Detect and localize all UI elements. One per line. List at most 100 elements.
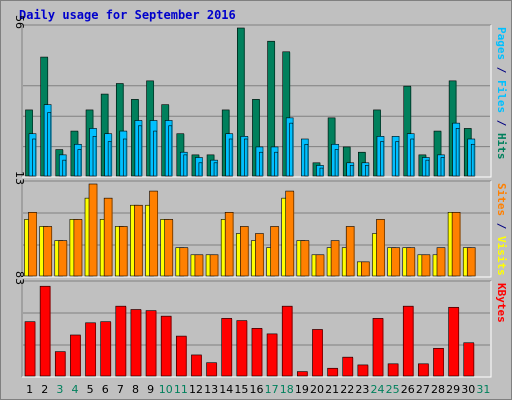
legend-entry-visits: Visits (495, 236, 508, 276)
bar-sites-day-12 (194, 254, 204, 277)
kbytes-y-max-label: 83 (13, 271, 26, 285)
bar-kbytes-day-9 (145, 310, 157, 377)
bar-kbytes-day-30 (463, 342, 475, 377)
x-tick-label-day-22: 22 (340, 383, 354, 396)
bar-kbytes-day-19 (297, 371, 308, 377)
bar-sites-day-30 (466, 247, 476, 277)
bar-kbytes-day-13 (206, 362, 217, 377)
bar-sites-day-20 (315, 254, 325, 277)
bar-sites-day-19 (300, 240, 310, 277)
bar-sites-day-25 (391, 247, 400, 277)
bar-sites-day-22 (345, 226, 355, 277)
bar-kbytes-day-1 (24, 321, 36, 377)
x-tick-label-day-24: 24 (371, 383, 385, 396)
bar-sites-day-23 (361, 261, 370, 277)
bar-kbytes-day-2 (39, 285, 51, 377)
bar-kbytes-day-3 (54, 351, 66, 377)
x-tick-label-day-23: 23 (355, 383, 369, 396)
legend-entry-sites: Sites (495, 183, 508, 216)
x-tick-label-day-14: 14 (219, 383, 233, 396)
x-tick-label-day-7: 7 (117, 383, 124, 396)
hits-files-pages-y-max-label: 56 (13, 15, 26, 29)
bar-sites-day-7 (118, 226, 128, 277)
bar-kbytes-day-29 (448, 306, 459, 377)
x-tick-label-day-29: 29 (446, 383, 460, 396)
bar-sites-day-1 (28, 212, 37, 277)
x-tick-label-day-11: 11 (174, 383, 188, 396)
bar-sites-day-16 (255, 233, 264, 277)
x-tick-label-day-10: 10 (159, 383, 173, 396)
visits-sites-legend: Sites / Visits (495, 183, 508, 276)
bar-sites-day-18 (285, 190, 294, 277)
bar-sites-day-26 (406, 247, 416, 277)
x-tick-label-day-4: 4 (71, 383, 78, 396)
bar-kbytes-day-16 (251, 328, 263, 377)
bar-kbytes-day-21 (327, 367, 338, 377)
legend-separator: / (495, 216, 508, 236)
bar-kbytes-day-11 (175, 335, 187, 377)
bar-kbytes-day-24 (372, 318, 384, 377)
bar-kbytes-day-22 (342, 356, 354, 377)
x-tick-label-day-26: 26 (401, 383, 415, 396)
x-tick-label-day-27: 27 (416, 383, 430, 396)
bar-sites-day-10 (164, 219, 173, 277)
kbytes-plot-area-shadow (21, 280, 491, 377)
hits-files-pages-plot-area-highlight (22, 25, 492, 178)
legend-entry-files: Files (495, 80, 508, 113)
x-tick-label-day-1: 1 (26, 383, 33, 396)
bar-kbytes-day-25 (387, 363, 399, 377)
x-tick-label-day-12: 12 (189, 383, 203, 396)
x-tick-label-day-28: 28 (431, 383, 445, 396)
x-tick-label-day-18: 18 (280, 383, 294, 396)
hits-files-pages-legend: Pages / Files / Hits (495, 27, 508, 160)
bar-sites-day-9 (149, 190, 158, 277)
bar-kbytes-day-10 (160, 315, 172, 377)
x-tick-label-day-9: 9 (147, 383, 154, 396)
visits-sites-y-max-label: 13 (13, 171, 26, 185)
legend-entry-hits: Hits (495, 133, 508, 160)
chart-title: Daily usage for September 2016 (19, 8, 236, 22)
legend-entry-pages: Pages (495, 27, 508, 60)
legend-entry-kbytes: KBytes (495, 283, 508, 323)
bar-sites-day-2 (43, 226, 52, 277)
bar-kbytes-day-8 (130, 309, 142, 377)
bar-sites-day-5 (88, 183, 98, 277)
kbytes-legend: KBytes (495, 283, 508, 323)
bar-kbytes-day-23 (357, 364, 369, 377)
x-tick-label-day-25: 25 (386, 383, 400, 396)
x-tick-label-day-17: 17 (265, 383, 279, 396)
bar-sites-day-4 (73, 219, 83, 277)
bar-kbytes-day-14 (221, 318, 232, 377)
x-tick-label-day-8: 8 (132, 383, 139, 396)
kbytes-plot-area-highlight (22, 281, 492, 378)
bar-sites-day-17 (270, 226, 279, 277)
bar-sites-day-21 (330, 240, 340, 277)
legend-separator: / (495, 60, 508, 80)
bar-sites-day-11 (179, 247, 189, 277)
x-tick-label-day-15: 15 (234, 383, 248, 396)
bar-kbytes-day-27 (418, 363, 429, 377)
bar-sites-day-3 (58, 240, 68, 277)
bar-sites-day-13 (209, 254, 219, 277)
bar-sites-day-15 (240, 226, 249, 277)
x-tick-label-day-2: 2 (41, 383, 48, 396)
legend-separator: / (495, 113, 508, 133)
bar-kbytes-day-7 (115, 305, 127, 377)
x-tick-label-day-19: 19 (295, 383, 309, 396)
bar-kbytes-day-12 (191, 354, 202, 377)
visits-sites-plot-area-highlight (22, 181, 492, 278)
bar-sites-day-24 (376, 219, 385, 277)
bar-kbytes-day-28 (433, 347, 444, 377)
bar-kbytes-day-4 (70, 334, 81, 377)
x-tick-label-day-20: 20 (310, 383, 324, 396)
x-tick-label-day-16: 16 (250, 383, 264, 396)
x-tick-label-day-5: 5 (87, 383, 94, 396)
bar-kbytes-day-26 (402, 305, 414, 377)
bar-kbytes-day-5 (85, 322, 96, 377)
bar-kbytes-day-18 (281, 305, 293, 377)
x-tick-label-day-30: 30 (461, 383, 475, 396)
bar-kbytes-day-6 (100, 321, 111, 377)
x-tick-label-day-31: 31 (476, 383, 490, 396)
bar-sites-day-29 (451, 212, 461, 277)
